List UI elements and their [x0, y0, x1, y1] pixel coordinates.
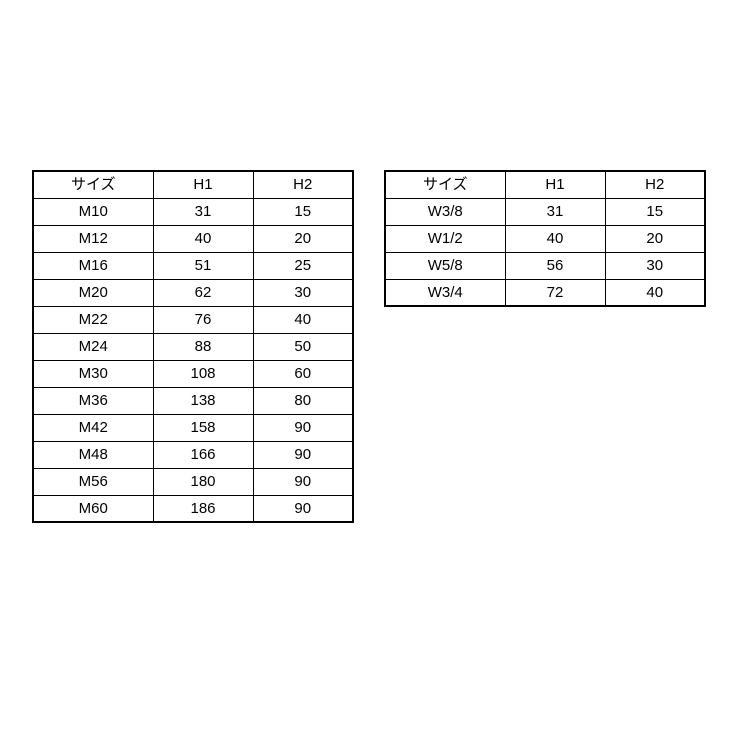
- cell-size: M30: [33, 360, 153, 387]
- cell-size: M48: [33, 441, 153, 468]
- cell-h2: 90: [253, 441, 353, 468]
- table-row: M60 186 90: [33, 495, 353, 522]
- table-header-row: サイズ H1 H2: [385, 171, 705, 198]
- cell-h2: 80: [253, 387, 353, 414]
- cell-size: W3/8: [385, 198, 505, 225]
- cell-size: M36: [33, 387, 153, 414]
- cell-size: M56: [33, 468, 153, 495]
- cell-h1: 62: [153, 279, 253, 306]
- table-row: M20 62 30: [33, 279, 353, 306]
- cell-h2: 25: [253, 252, 353, 279]
- cell-h2: 20: [605, 225, 705, 252]
- cell-h2: 40: [605, 279, 705, 306]
- cell-h2: 30: [605, 252, 705, 279]
- cell-size: W1/2: [385, 225, 505, 252]
- cell-size: M22: [33, 306, 153, 333]
- table-row: M16 51 25: [33, 252, 353, 279]
- table-row: M12 40 20: [33, 225, 353, 252]
- cell-h2: 60: [253, 360, 353, 387]
- col-header-h1: H1: [153, 171, 253, 198]
- table-header-row: サイズ H1 H2: [33, 171, 353, 198]
- table-row: W3/8 31 15: [385, 198, 705, 225]
- table-row: M24 88 50: [33, 333, 353, 360]
- cell-h2: 15: [253, 198, 353, 225]
- cell-h1: 186: [153, 495, 253, 522]
- cell-size: M60: [33, 495, 153, 522]
- cell-h1: 108: [153, 360, 253, 387]
- size-table-whitworth: サイズ H1 H2 W3/8 31 15 W1/2 40 20 W5/8: [384, 170, 706, 307]
- table-row: M56 180 90: [33, 468, 353, 495]
- cell-h1: 56: [505, 252, 605, 279]
- cell-h1: 166: [153, 441, 253, 468]
- cell-h1: 88: [153, 333, 253, 360]
- table-row: M42 158 90: [33, 414, 353, 441]
- cell-h2: 90: [253, 495, 353, 522]
- cell-h2: 30: [253, 279, 353, 306]
- cell-size: M42: [33, 414, 153, 441]
- table-row: W3/4 72 40: [385, 279, 705, 306]
- table-row: M10 31 15: [33, 198, 353, 225]
- cell-h1: 158: [153, 414, 253, 441]
- page: サイズ H1 H2 M10 31 15 M12 40 20 M16: [0, 0, 750, 750]
- cell-h1: 76: [153, 306, 253, 333]
- cell-h2: 90: [253, 414, 353, 441]
- cell-size: W3/4: [385, 279, 505, 306]
- cell-h1: 40: [505, 225, 605, 252]
- cell-h2: 50: [253, 333, 353, 360]
- table-row: M22 76 40: [33, 306, 353, 333]
- cell-h1: 31: [153, 198, 253, 225]
- cell-h2: 20: [253, 225, 353, 252]
- cell-size: M24: [33, 333, 153, 360]
- table-row: W1/2 40 20: [385, 225, 705, 252]
- col-header-h2: H2: [605, 171, 705, 198]
- cell-h1: 51: [153, 252, 253, 279]
- cell-h2: 90: [253, 468, 353, 495]
- cell-size: W5/8: [385, 252, 505, 279]
- cell-size: M10: [33, 198, 153, 225]
- cell-h1: 180: [153, 468, 253, 495]
- col-header-h2: H2: [253, 171, 353, 198]
- tables-container: サイズ H1 H2 M10 31 15 M12 40 20 M16: [32, 170, 706, 523]
- col-header-size: サイズ: [33, 171, 153, 198]
- col-header-h1: H1: [505, 171, 605, 198]
- table-row: M48 166 90: [33, 441, 353, 468]
- cell-size: M20: [33, 279, 153, 306]
- cell-h1: 72: [505, 279, 605, 306]
- cell-h1: 138: [153, 387, 253, 414]
- table-row: M36 138 80: [33, 387, 353, 414]
- cell-size: M12: [33, 225, 153, 252]
- col-header-size: サイズ: [385, 171, 505, 198]
- table-row: W5/8 56 30: [385, 252, 705, 279]
- cell-h1: 31: [505, 198, 605, 225]
- cell-size: M16: [33, 252, 153, 279]
- size-table-metric: サイズ H1 H2 M10 31 15 M12 40 20 M16: [32, 170, 354, 523]
- cell-h1: 40: [153, 225, 253, 252]
- cell-h2: 40: [253, 306, 353, 333]
- table-row: M30 108 60: [33, 360, 353, 387]
- cell-h2: 15: [605, 198, 705, 225]
